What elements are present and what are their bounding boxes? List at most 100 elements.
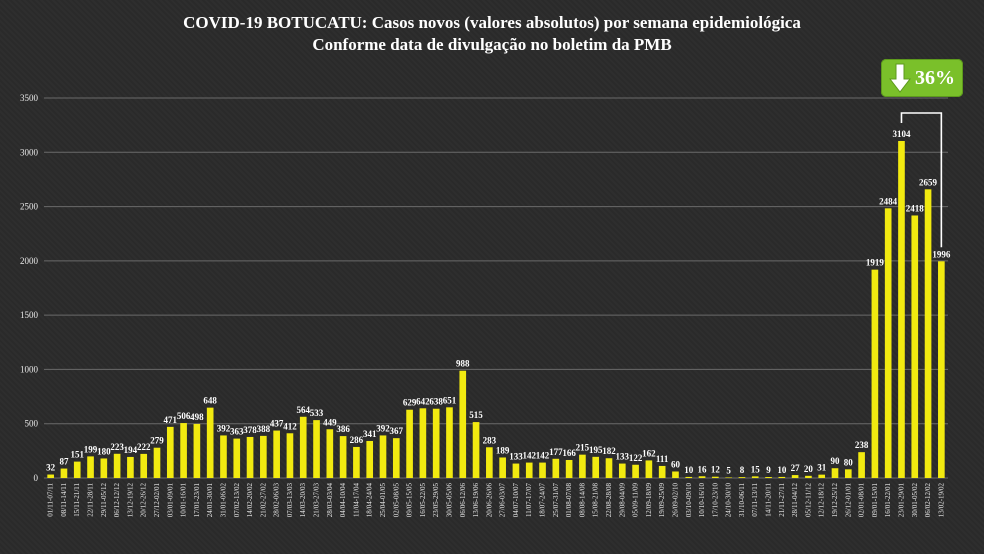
bar bbox=[672, 471, 679, 478]
data-label: 180 bbox=[97, 446, 111, 456]
bar bbox=[725, 477, 732, 478]
bar bbox=[127, 456, 134, 478]
data-label: 286 bbox=[350, 435, 364, 445]
x-tick-label: 27/06-03/07 bbox=[499, 483, 507, 518]
bar bbox=[260, 435, 267, 478]
x-tick-label: 11/07-17/07 bbox=[525, 483, 533, 517]
x-tick-label: 15/08-21/08 bbox=[592, 483, 600, 518]
data-label: 2484 bbox=[879, 196, 898, 206]
x-tick-label: 14/11-20/11 bbox=[765, 483, 773, 517]
x-tick-label: 21/03-27/03 bbox=[313, 483, 321, 518]
data-label: 8 bbox=[740, 465, 745, 475]
x-tick-label: 13/12-19/12 bbox=[126, 483, 134, 518]
bar bbox=[419, 408, 427, 478]
x-tick-label: 19/12-25/12 bbox=[831, 483, 839, 518]
x-tick-label: 28/02-06/03 bbox=[273, 483, 281, 518]
x-tick-label: 30/05-05/06 bbox=[445, 483, 453, 518]
x-tick-label: 12/09-18/09 bbox=[645, 483, 653, 518]
bar bbox=[206, 407, 214, 478]
bar bbox=[140, 453, 148, 478]
x-tick-label: 12/12-18/12 bbox=[818, 483, 826, 518]
x-tick-label: 04/07-10/07 bbox=[512, 483, 520, 518]
bar bbox=[273, 430, 280, 478]
data-label: 10 bbox=[684, 465, 694, 475]
bar bbox=[100, 458, 108, 478]
x-tick-label: 30/01-05/02 bbox=[911, 483, 919, 518]
x-tick-label: 09/05-15/05 bbox=[406, 483, 414, 518]
bar bbox=[525, 462, 533, 478]
data-label: 87 bbox=[59, 457, 69, 467]
data-label: 32 bbox=[46, 463, 56, 473]
data-label: 378 bbox=[243, 425, 257, 435]
bar bbox=[552, 458, 560, 478]
bar bbox=[738, 477, 746, 478]
bar bbox=[698, 476, 706, 478]
data-label: 648 bbox=[203, 396, 217, 406]
bar bbox=[353, 446, 360, 478]
x-tick-label: 08/08-14/08 bbox=[578, 483, 586, 518]
x-tick-label: 29/08-04/09 bbox=[618, 483, 626, 518]
bar bbox=[618, 463, 626, 478]
bar bbox=[645, 460, 653, 478]
data-label: 638 bbox=[429, 397, 443, 407]
data-label: 238 bbox=[855, 440, 869, 450]
bar bbox=[180, 423, 187, 478]
x-tick-label: 02/05-08/05 bbox=[392, 483, 400, 518]
bar bbox=[911, 215, 919, 478]
bar bbox=[60, 468, 68, 478]
y-tick-label: 2500 bbox=[20, 202, 39, 212]
x-tick-label: 14/03-20/03 bbox=[299, 483, 307, 518]
x-tick-label: 04/04-10/04 bbox=[339, 483, 347, 518]
data-label: 564 bbox=[296, 405, 310, 415]
data-label: 341 bbox=[363, 429, 377, 439]
x-tick-label: 13/02-19/02 bbox=[937, 483, 945, 518]
data-label: 195 bbox=[589, 445, 603, 455]
x-tick-label: 26/12-01/01 bbox=[844, 483, 852, 518]
data-label: 392 bbox=[217, 423, 231, 433]
bar bbox=[579, 454, 586, 478]
chart-subtitle: Conforme data de divulgação no boletim d… bbox=[312, 35, 672, 54]
data-label: 80 bbox=[844, 457, 854, 467]
data-label: 182 bbox=[602, 446, 616, 456]
bar bbox=[499, 457, 506, 478]
data-label: 162 bbox=[642, 448, 656, 458]
bar bbox=[592, 456, 600, 478]
data-label: 9 bbox=[766, 465, 771, 475]
bar bbox=[246, 436, 254, 478]
data-label: 90 bbox=[831, 456, 841, 466]
x-tick-label: 31/01-06/02 bbox=[219, 483, 227, 518]
bar bbox=[486, 447, 493, 478]
x-tick-label: 18/04-24/04 bbox=[366, 483, 374, 518]
x-tick-label: 07/03-13/03 bbox=[286, 483, 294, 518]
data-label: 111 bbox=[656, 454, 669, 464]
y-tick-label: 1500 bbox=[20, 310, 39, 320]
bar bbox=[193, 423, 201, 478]
bar bbox=[871, 269, 879, 478]
x-tick-label: 05/09-11/09 bbox=[632, 483, 640, 517]
y-tick-label: 3000 bbox=[20, 147, 39, 157]
data-label: 60 bbox=[671, 459, 681, 469]
bar bbox=[884, 208, 892, 478]
x-tick-label: 27/12-02/01 bbox=[153, 483, 161, 518]
bar bbox=[233, 438, 241, 478]
data-label: 629 bbox=[403, 398, 417, 408]
x-tick-label: 17/10-23/10 bbox=[711, 483, 719, 518]
data-label: 31 bbox=[817, 463, 827, 473]
bar bbox=[858, 452, 865, 478]
x-tick-label: 29/11-05/12 bbox=[100, 483, 108, 517]
bar bbox=[326, 429, 334, 478]
data-label: 533 bbox=[310, 408, 324, 418]
data-label: 3104 bbox=[892, 129, 911, 139]
x-tick-label: 21/02-27/02 bbox=[259, 483, 267, 518]
bar bbox=[47, 474, 54, 478]
data-label: 515 bbox=[469, 410, 483, 420]
bar bbox=[512, 463, 520, 478]
data-label: 222 bbox=[137, 442, 151, 452]
x-tick-label: 11/04-17/04 bbox=[352, 483, 360, 517]
data-label: 449 bbox=[323, 417, 337, 427]
data-label: 386 bbox=[336, 424, 350, 434]
chart-title: COVID-19 BOTUCATU: Casos novos (valores … bbox=[183, 13, 801, 32]
data-label: 10 bbox=[777, 465, 787, 475]
x-tick-label: 10/01-16/01 bbox=[180, 483, 188, 518]
